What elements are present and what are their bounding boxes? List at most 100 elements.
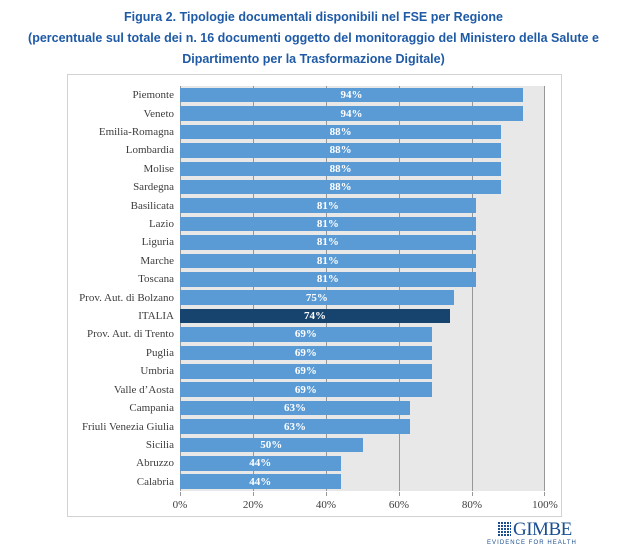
- bar-row: 75%: [180, 288, 545, 306]
- bar-row: 63%: [180, 417, 545, 435]
- x-tick-mark: [544, 492, 545, 496]
- category-label: Liguria: [141, 236, 174, 249]
- gridline: [544, 86, 545, 491]
- x-tick-mark: [180, 492, 181, 496]
- bar: 50%: [180, 437, 363, 453]
- gimbe-grid-icon: [498, 522, 511, 536]
- bar-row: 88%: [180, 141, 545, 159]
- x-tick-label: 0%: [172, 499, 188, 511]
- bar-value-label: 63%: [283, 420, 306, 433]
- bar-row: 81%: [180, 196, 545, 214]
- bar-row: 69%: [180, 381, 545, 399]
- x-tick-label: 60%: [388, 499, 410, 511]
- bar-row: 74%: [180, 307, 545, 325]
- bar-value-label: 50%: [260, 438, 283, 451]
- chart-title-line-1: Figura 2. Tipologie documentali disponib…: [124, 10, 503, 24]
- bar-row: 63%: [180, 399, 545, 417]
- bar-row: 88%: [180, 160, 545, 178]
- bar: 63%: [180, 400, 410, 416]
- bar-row: 94%: [180, 104, 545, 122]
- gimbe-logo: GIMBE EVIDENCE FOR HEALTH: [487, 519, 577, 546]
- bar-row: 44%: [180, 454, 545, 472]
- x-tick-mark: [399, 492, 400, 496]
- category-label: Sicilia: [145, 438, 174, 451]
- bar-value-label: 81%: [316, 254, 339, 267]
- category-label: Prov. Aut. di Bolzano: [79, 291, 174, 304]
- bar-row: 94%: [180, 86, 545, 104]
- bar-value-label: 69%: [294, 365, 317, 378]
- bar-value-label: 69%: [294, 346, 317, 359]
- bar: 63%: [180, 419, 410, 434]
- category-label: Puglia: [145, 346, 174, 359]
- bar-value-label: 81%: [316, 273, 339, 286]
- bar-value-label: 81%: [316, 236, 339, 249]
- bar: 69%: [180, 382, 432, 397]
- x-tick-label: 40%: [315, 499, 337, 511]
- category-label: Basilicata: [130, 199, 174, 212]
- bar: 69%: [180, 364, 432, 379]
- bar-row: 81%: [180, 252, 545, 270]
- gimbe-logo-tagline: EVIDENCE FOR HEALTH: [487, 540, 577, 546]
- bar-row: 69%: [180, 325, 545, 343]
- gridline: [399, 86, 400, 491]
- bar-value-label: 69%: [294, 383, 317, 396]
- chart-title-line-3: Dipartimento per la Trasformazione Digit…: [182, 52, 445, 66]
- bar: 69%: [180, 327, 432, 342]
- category-label: Molise: [143, 162, 174, 175]
- gimbe-logo-text: GIMBE: [513, 519, 572, 540]
- category-label: Lazio: [148, 218, 174, 231]
- bar-rows: 94% 94% 88% 88% 88% 88% 81% 81% 81% 81% 81% 75% 74% 6…: [180, 86, 545, 491]
- gridline: [326, 86, 327, 491]
- bar: 81%: [180, 235, 476, 250]
- bar-value-label: 94%: [340, 89, 363, 102]
- bar-value-label: 81%: [316, 218, 339, 231]
- bar-value-label: 88%: [329, 144, 352, 157]
- category-label: Toscana: [138, 273, 174, 286]
- x-tick-label: 20%: [242, 499, 264, 511]
- bar-value-label: 44%: [249, 457, 272, 470]
- bar-row: 88%: [180, 178, 545, 196]
- bar-row: 81%: [180, 233, 545, 251]
- gridline: [180, 86, 181, 491]
- x-tick-mark: [326, 492, 327, 496]
- bar-value-label: 63%: [283, 402, 306, 415]
- bar-value-label: 75%: [305, 291, 328, 304]
- bar: 88%: [180, 161, 502, 177]
- bar-row: 50%: [180, 436, 545, 454]
- bar-value-label: 81%: [316, 199, 339, 212]
- category-labels: Piemonte Veneto Emilia-Romagna Lombardia Mol…: [68, 86, 174, 491]
- category-label: Friuli Venezia Giulia: [81, 420, 174, 433]
- category-label: Valle d’Aosta: [113, 383, 174, 396]
- category-label: Prov. Aut. di Trento: [86, 328, 174, 341]
- bar: 94%: [180, 106, 524, 121]
- bar-row: 69%: [180, 362, 545, 380]
- chart-frame: Piemonte Veneto Emilia-Romagna Lombardia Mol…: [67, 74, 562, 517]
- x-axis: 0% 20% 40% 60% 80% 100%: [173, 492, 558, 513]
- bar: 88%: [180, 179, 502, 195]
- bar: 44%: [180, 474, 341, 489]
- bar: 75%: [180, 290, 454, 305]
- bar-row: 81%: [180, 270, 545, 288]
- category-label: Abruzzo: [136, 457, 174, 470]
- category-label: Veneto: [143, 107, 174, 120]
- category-label: Piemonte: [132, 89, 174, 102]
- gridline: [253, 86, 254, 491]
- bar-value-label: 44%: [249, 475, 272, 488]
- bar: 81%: [180, 272, 476, 287]
- category-label: Campania: [129, 402, 174, 415]
- chart-title-line-2: (percentuale sul totale dei n. 16 docume…: [28, 31, 599, 45]
- x-tick-mark: [472, 492, 473, 496]
- chart-title: Figura 2. Tipologie documentali disponib…: [0, 7, 627, 70]
- bar: 69%: [180, 345, 432, 361]
- bar: 81%: [180, 198, 476, 213]
- bar-row: 69%: [180, 344, 545, 362]
- category-label: Calabria: [136, 475, 174, 488]
- bar-highlight: 74%: [180, 308, 451, 324]
- bar: 81%: [180, 253, 476, 269]
- bar-row: 81%: [180, 215, 545, 233]
- bar-value-label: 88%: [329, 126, 352, 139]
- bar-row: 44%: [180, 473, 545, 491]
- category-label: Emilia-Romagna: [98, 126, 174, 139]
- bar: 88%: [180, 124, 502, 140]
